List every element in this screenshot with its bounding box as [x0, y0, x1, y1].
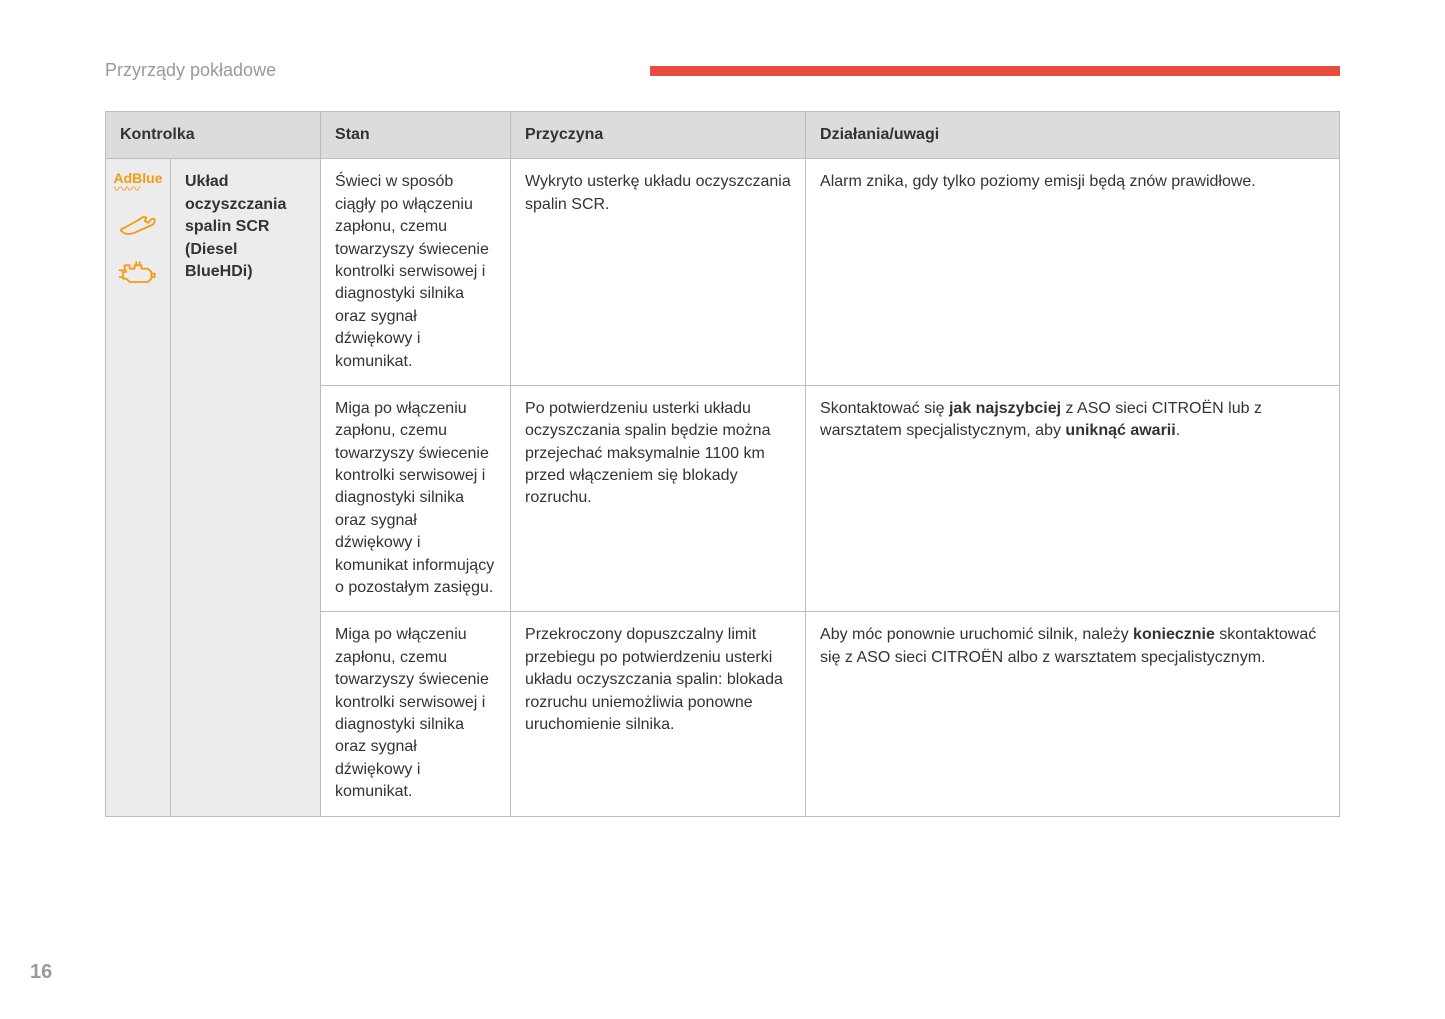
dz-text: Skontaktować się [820, 400, 949, 417]
cell-przyczyna: Przekroczony dopuszczalny limit przebieg… [511, 612, 806, 816]
indicator-icons-cell: AdBlue 〰〰 [106, 159, 171, 816]
section-title: Przyrządy pokładowe [105, 60, 650, 81]
icons-stack: AdBlue 〰〰 [120, 171, 156, 285]
dz-bold: jak najszybciej [949, 400, 1061, 417]
indicator-name-cell: Układ oczyszczania spalin SCR (Diesel Bl… [171, 159, 321, 816]
cell-stan: Świeci w sposób ciągły po włączeniu zapł… [321, 159, 511, 386]
cell-dzialania: Aby móc ponownie uruchomić silnik, należ… [806, 612, 1340, 816]
th-przyczyna: Przyczyna [511, 112, 806, 159]
page-number: 16 [30, 961, 52, 984]
cell-stan: Miga po włączeniu zapłonu, czemu towarzy… [321, 385, 511, 612]
service-wrench-icon [118, 212, 158, 240]
engine-icon [118, 258, 158, 286]
table-row: AdBlue 〰〰 Układ oczyszczania spalin SCR … [106, 159, 1340, 386]
cell-przyczyna: Po potwierdzeniu usterki układu oczyszcz… [511, 385, 806, 612]
table-header-row: Kontrolka Stan Przyczyna Działania/uwagi [106, 112, 1340, 159]
warning-lights-table: Kontrolka Stan Przyczyna Działania/uwagi… [105, 111, 1340, 817]
dz-bold: koniecznie [1133, 626, 1215, 643]
dz-bold: uniknąć awarii [1065, 422, 1175, 439]
th-stan: Stan [321, 112, 511, 159]
th-dzialania: Działania/uwagi [806, 112, 1340, 159]
th-kontrolka: Kontrolka [106, 112, 321, 159]
cell-dzialania: Alarm znika, gdy tylko poziomy emisji bę… [806, 159, 1340, 386]
dz-text: Aby móc ponownie uruchomić silnik, należ… [820, 626, 1133, 643]
dz-text: . [1176, 422, 1180, 439]
cell-stan: Miga po włączeniu zapłonu, czemu towarzy… [321, 612, 511, 816]
cell-przyczyna: Wykryto usterkę układu oczyszczania spal… [511, 159, 806, 386]
accent-bar [650, 66, 1340, 76]
dz-text: Alarm znika, gdy tylko poziomy emisji bę… [820, 173, 1256, 190]
cell-dzialania: Skontaktować się jak najszybciej z ASO s… [806, 385, 1340, 612]
adblue-icon: AdBlue 〰〰 [114, 171, 163, 193]
page: Przyrządy pokładowe Kontrolka Stan Przyc… [0, 0, 1445, 1019]
header-row: Przyrządy pokładowe [105, 60, 1340, 81]
